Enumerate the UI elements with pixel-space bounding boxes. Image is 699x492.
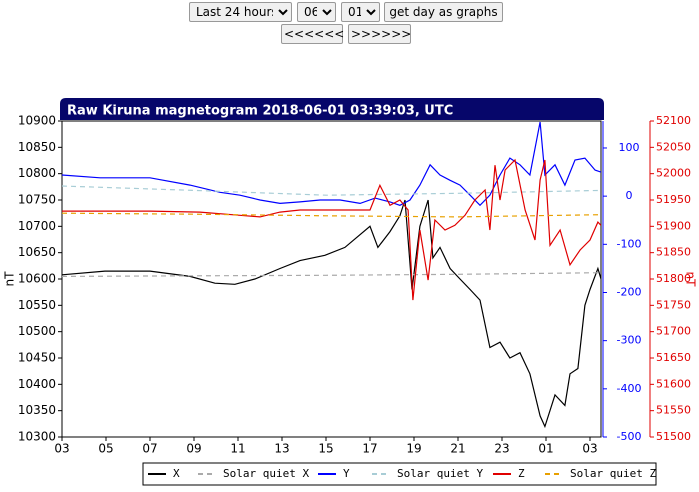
legend-label: X [173,467,180,480]
y3-tick-label: 52000 [656,167,691,180]
y-tick-label: 10850 [18,140,56,154]
series-line [62,212,601,218]
y3-tick-label: 51900 [656,219,691,232]
x-tick-label: 07 [142,442,157,456]
x-tick-label: 21 [450,442,465,456]
x-tick-label: 19 [406,442,421,456]
y-tick-label: 10700 [18,219,56,233]
range-select[interactable]: Last 24 hours [189,2,292,22]
y2-tick-label: -100 [617,237,642,250]
y-tick-label: 10450 [18,351,56,365]
y3-tick-label: 51800 [656,272,691,285]
legend-box [142,462,657,486]
series-line [62,121,601,207]
submit-button[interactable]: get day as graphs [384,2,503,22]
x-tick-label: 13 [274,442,289,456]
legend-label: Y [343,467,350,480]
y-axis-label: nT [3,271,17,287]
y-tick-label: 10400 [18,377,56,391]
chart-title: Raw Kiruna magnetogram 2018-06-01 03:39:… [67,104,453,119]
y3-axis-label: nT [684,272,698,288]
y2-tick-label: 100 [619,141,640,154]
day-select[interactable]: 01 [341,2,380,22]
x-tick-label: 23 [494,442,509,456]
x-tick-label: 01 [538,442,553,456]
y3-tick-label: 52050 [656,140,691,153]
y-tick-label: 10350 [18,403,56,417]
y3-tick-label: 51700 [656,325,691,338]
y-tick-label: 10300 [18,430,56,444]
month-select[interactable]: 06 [297,2,336,22]
y2-tick-label: -400 [617,382,642,395]
series-line [62,199,601,429]
x-tick-label: 03 [54,442,69,456]
y3-tick-label: 51850 [656,246,691,259]
y-tick-label: 10900 [18,114,56,128]
y3-tick-label: 51550 [656,404,691,417]
legend: X Solar quiet X Y Solar quiet Y Z Solar quiet… [148,467,656,480]
legend-label: Solar quiet Z [570,467,656,480]
y-tick-label: 10500 [18,324,56,338]
y-tick-label: 10550 [18,298,56,312]
y2-tick-label: -300 [617,334,642,347]
x-tick-label: 05 [98,442,113,456]
series-line [62,185,601,196]
y2-tick-label: 0 [626,189,633,202]
legend-label: Solar quiet Y [397,467,483,480]
y3-tick-label: 51650 [656,351,691,364]
y3-tick-label: 51500 [656,430,691,443]
y-tick-label: 10600 [18,272,56,286]
x-tick-label: 11 [230,442,245,456]
plot-area [61,120,602,438]
y-tick-label: 10650 [18,245,56,259]
x-tick-label: 15 [318,442,333,456]
y3-tick-label: 51950 [656,193,691,206]
series-line [62,158,601,301]
y-tick-label: 10800 [18,166,56,180]
x-tick-label: 03 [582,442,597,456]
y2-tick-label: -500 [617,430,642,443]
y3-tick-label: 51600 [656,377,691,390]
title-bar [60,98,604,120]
y2-tick-label: -200 [617,285,642,298]
series-line [62,272,601,277]
next-button[interactable]: >>>>>> [348,24,411,44]
y-tick-label: 10750 [18,193,56,207]
legend-label: Z [518,467,525,480]
y3-tick-label: 51750 [656,298,691,311]
prev-button[interactable]: <<<<<< [281,24,344,44]
x-tick-label: 17 [362,442,377,456]
legend-label: Solar quiet X [223,467,309,480]
y3-tick-label: 52100 [656,114,691,127]
x-tick-label: 09 [186,442,201,456]
